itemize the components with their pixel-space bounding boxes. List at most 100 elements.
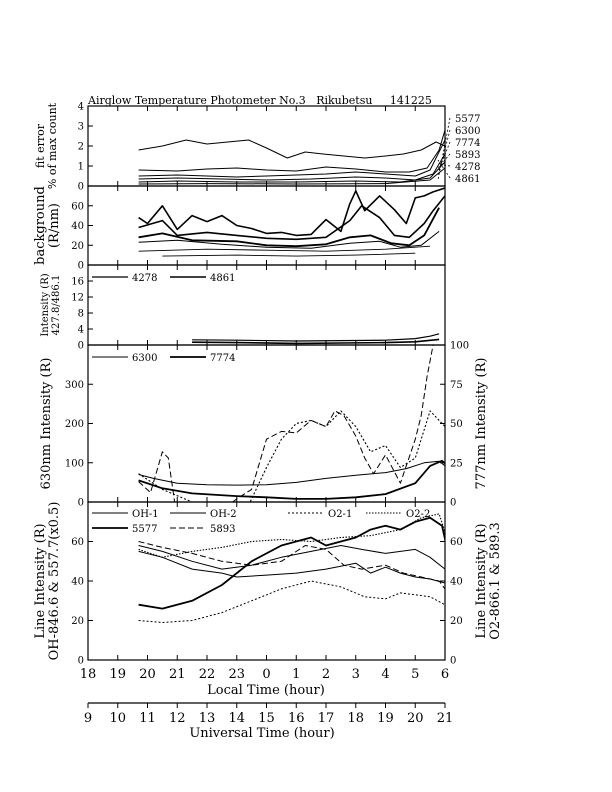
local-time-tick-label: 2 (322, 667, 330, 682)
local-time-tick-label: 0 (262, 667, 270, 682)
series-group (138, 513, 445, 623)
series-line-4278 (192, 333, 440, 342)
legend-label: 5577 (132, 524, 157, 535)
series-line-background-2 (138, 195, 445, 241)
y-axis-label: Line Intensity (R) (33, 523, 48, 638)
series-group (138, 345, 445, 502)
series-end-label: 5577 (455, 114, 480, 125)
y-tick-label: 16 (71, 277, 84, 288)
panel-frame (87, 185, 446, 266)
local-time-tick-label: 21 (169, 667, 186, 682)
series-line-background-1 (138, 187, 445, 237)
y-tick-label: 20 (71, 241, 84, 252)
series-group (138, 187, 445, 257)
local-time-axis: 18 19 20 21 22 23 0 1 2 3 4 5 6 (80, 667, 449, 682)
y-right-tick-label: 25 (450, 458, 463, 469)
y-right-axis-label: O2-866.1 & 589.3 (488, 522, 503, 640)
y-tick-label: 200 (65, 419, 84, 430)
series-line-o2-1 (138, 580, 445, 623)
local-time-tick-label: 5 (411, 667, 419, 682)
y-tick-label: 40 (71, 577, 84, 588)
y-axis-label: background (33, 186, 48, 265)
y-tick-label: 12 (71, 293, 84, 304)
series-line-fit-error-2 (138, 129, 445, 173)
series-line-background-3 (138, 207, 440, 248)
ut-tick-label: 10 (109, 711, 126, 726)
y-tick-label: 60 (71, 201, 84, 212)
y-right-tick-label: 50 (450, 419, 463, 430)
series-line-fit-error-4 (138, 153, 445, 181)
legend-label: 6300 (132, 353, 157, 364)
y-right-tick-label: 60 (450, 537, 463, 548)
y-tick-label: 4 (78, 102, 84, 113)
ut-tick-label: 20 (407, 711, 424, 726)
legend-label: 5893 (210, 524, 235, 535)
ut-tick-label: 16 (288, 711, 305, 726)
y-right-axis-label: Line Intensity (R) (474, 523, 489, 638)
y-tick-label: 0 (78, 182, 84, 193)
series-group (192, 333, 440, 345)
series-end-leader (437, 163, 451, 167)
y-tick-label: 20 (71, 616, 84, 627)
panel-intensity: 0 4 8 12 16 Intensity (R) 427.8/486.1 4278 4861 (40, 264, 446, 352)
ut-tick-label: 14 (228, 711, 245, 726)
y-tick-label: 0 (78, 656, 84, 667)
series-line-6300-low- (138, 459, 445, 500)
y-tick-label: 8 (78, 309, 84, 320)
series-line-6300 (138, 460, 445, 486)
ut-tick-label: 21 (437, 711, 454, 726)
y-tick-label: 4 (78, 325, 84, 336)
ut-tick-label: 15 (258, 711, 275, 726)
series-line-o2-2 (138, 513, 445, 558)
local-time-tick-label: 6 (441, 667, 449, 682)
ut-tick-label: 18 (347, 711, 364, 726)
panel-background: 0 20 40 60 background (R/nm) (33, 185, 446, 272)
local-time-tick-label: 20 (139, 667, 156, 682)
local-time-tick-label: 19 (109, 667, 126, 682)
ut-tick-label: 17 (318, 711, 335, 726)
y-axis-label: fit error (34, 123, 47, 168)
series-line-background-4 (138, 231, 440, 249)
series-line-fit-error-6 (138, 167, 445, 185)
legend-label: O2-2 (406, 509, 430, 520)
y-right-tick-label: 20 (450, 616, 463, 627)
y-tick-label: 2 (78, 142, 84, 153)
local-time-label: Local Time (hour) (207, 683, 325, 698)
y-tick-label: 0 (78, 341, 84, 352)
series-end-label: 6300 (455, 126, 480, 137)
y-tick-label: 100 (65, 458, 84, 469)
y-right-tick-label: 0 (450, 656, 456, 667)
universal-time-label: Universal Time (hour) (189, 726, 334, 741)
y-right-tick-label: 0 (450, 498, 456, 509)
series-end-leader (437, 141, 451, 173)
local-time-tick-label: 23 (228, 667, 245, 682)
local-time-tick-label: 18 (80, 667, 97, 682)
legend-label: 4861 (210, 273, 235, 284)
local-time-tick-label: 1 (292, 667, 300, 682)
series-line-fit-error-3 (138, 139, 445, 178)
y-axis-label: 427.8/486.1 (51, 275, 62, 336)
legend-label: 4278 (132, 273, 157, 284)
y-tick-label: 300 (65, 380, 84, 391)
series-line-oh-2 (138, 545, 445, 571)
series-end-label: 4278 (455, 162, 480, 173)
local-time-tick-label: 22 (199, 667, 216, 682)
ut-tick-label: 11 (139, 711, 156, 726)
y-right-axis-label: 777nm Intensity (R) (474, 358, 489, 490)
legend-label: OH-2 (210, 509, 237, 520)
panel-fit-error: 0 1 2 3 4 fit error% of max count 557763007774… (34, 102, 480, 193)
series-end-label: 7774 (455, 138, 480, 149)
y-axis-label: Intensity (R) (40, 273, 51, 336)
series-end-label: 5893 (455, 150, 480, 161)
universal-time-axis: 9 10 11 12 13 14 15 16 17 18 19 20 21 (84, 702, 454, 726)
local-time-tick-label: 3 (352, 667, 360, 682)
series-line-background-5 (138, 245, 431, 252)
legend-label: 7774 (210, 353, 235, 364)
y-axis-label: OH-846.6 & 557.7(x0.5) (47, 502, 62, 661)
series-line-5893 (138, 541, 445, 590)
y-tick-label: 40 (71, 221, 84, 232)
y-right-tick-label: 100 (450, 341, 469, 352)
y-right-tick-label: 40 (450, 577, 463, 588)
